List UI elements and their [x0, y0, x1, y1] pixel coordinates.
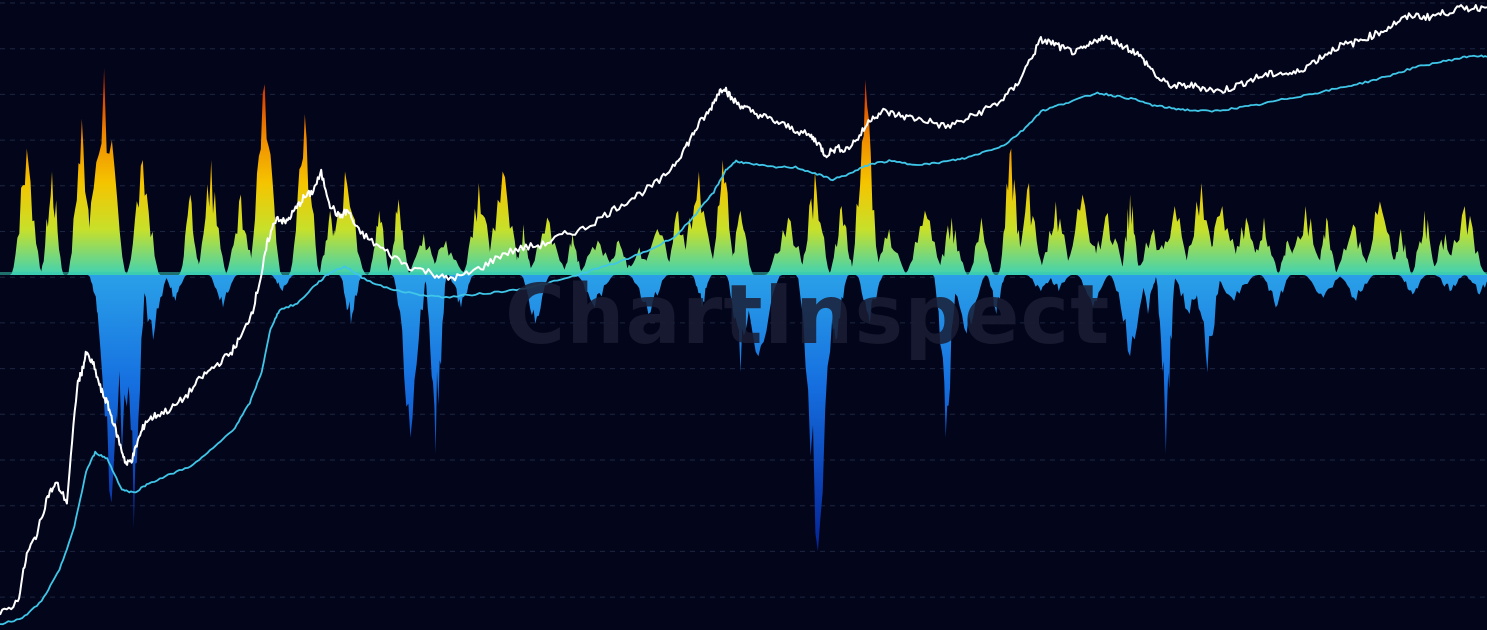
oscillator-trough-4: [136, 275, 170, 340]
oscillator-peak-19: [524, 217, 570, 275]
oscillator-peak-46: [1198, 206, 1246, 275]
oscillator-peak-31: [827, 206, 856, 275]
oscillator-trough-22: [946, 275, 988, 334]
oscillator-peak-20: [561, 233, 584, 275]
oscillator-trough-32: [1210, 275, 1259, 301]
oscillator-trough-37: [1433, 275, 1466, 292]
oscillator-peak-35: [934, 217, 969, 275]
oscillator-peak-26: [677, 171, 721, 275]
oscillator-peak-15: [423, 240, 469, 275]
oscillator-peak-17: [480, 171, 525, 275]
average-line: [0, 54, 1487, 626]
oscillator-trough-35: [1336, 275, 1376, 301]
oscillator-peak-4: [125, 160, 161, 275]
oscillator-peak-39: [1036, 201, 1075, 275]
oscillator-peak-53: [1358, 201, 1402, 275]
oscillator-trough-36: [1397, 275, 1428, 295]
oscillator-peak-30: [798, 171, 832, 275]
oscillator-peak-55: [1410, 210, 1439, 275]
oscillator-trough-28: [1137, 275, 1159, 314]
oscillator-trough-26: [1075, 275, 1110, 308]
oscillator-peak-33: [869, 229, 909, 275]
oscillator-trough-7: [270, 275, 295, 292]
oscillator-trough-25: [1045, 275, 1072, 292]
oscillator-trough-27: [1109, 275, 1151, 357]
oscillator-peak-32: [849, 79, 882, 275]
oscillator-peak-7: [224, 194, 258, 275]
oscillator-peak-41: [1085, 212, 1130, 275]
oscillator-peak-38: [1011, 183, 1047, 275]
oscillator-peak-51: [1314, 217, 1339, 275]
oscillator-trough-3: [120, 275, 148, 529]
oscillator-trough-17: [734, 275, 783, 357]
oscillator-trough-18: [795, 275, 840, 552]
oscillator-trough-13: [574, 275, 616, 308]
oscillator-peak-57: [1440, 206, 1487, 275]
oscillator-trough-6: [208, 275, 238, 308]
oscillator-peak-48: [1247, 217, 1281, 275]
oscillator-trough-38: [1463, 275, 1487, 295]
oscillator-peak-29: [764, 217, 812, 275]
oscillator-trough-9: [391, 275, 429, 438]
price-lines: [0, 4, 1487, 626]
oscillator-peak-13: [386, 199, 411, 275]
oscillator-trough-24: [1025, 275, 1057, 292]
oscillator-negative: [87, 275, 1487, 552]
oscillator-trough-11: [447, 275, 475, 308]
oscillator-trough-31: [1191, 275, 1224, 373]
oscillator-peak-6: [194, 160, 229, 275]
oscillator-trough-29: [1155, 275, 1177, 454]
oscillator-trough-33: [1260, 275, 1292, 308]
oscillator-peak-11: [322, 171, 368, 275]
oscillator-trough-10: [423, 275, 448, 454]
price-line: [0, 4, 1487, 616]
oscillator-trough-21: [933, 275, 959, 438]
oscillator-peak-52: [1332, 224, 1375, 275]
oscillator-peak-28: [727, 210, 754, 275]
oscillator-trough-34: [1302, 275, 1345, 298]
oscillator-peak-40: [1060, 194, 1105, 275]
oscillator-peak-9: [288, 114, 321, 275]
oscillator-peak-37: [997, 148, 1025, 275]
oscillator-positive: [0, 68, 1487, 275]
oscillator-peak-16: [460, 183, 497, 275]
oscillator-peak-14: [406, 233, 442, 275]
oscillator-trough-15: [691, 275, 713, 308]
oscillator-peak-42: [1119, 194, 1142, 275]
oscillator-trough-14: [627, 275, 669, 314]
oscillator-peak-27: [707, 160, 738, 275]
oscillator-peak-44: [1153, 206, 1197, 275]
oscillator-trough-8: [338, 275, 364, 324]
oscillator-peak-0: [9, 148, 44, 275]
oscillator-peak-50: [1282, 206, 1329, 275]
oscillator-peak-54: [1388, 229, 1414, 275]
oscillator-trough-19: [822, 275, 850, 340]
oscillator-trough-23: [985, 275, 1007, 314]
oscillator-peak-1: [39, 171, 65, 275]
oscillator-peak-34: [902, 210, 947, 275]
oscillator-peak-36: [967, 217, 996, 275]
oscillator-baseline: [0, 272, 1487, 275]
oscillator-trough-20: [855, 275, 885, 324]
oscillator-peak-12: [367, 210, 391, 275]
oscillator-peak-22: [603, 240, 634, 275]
oscillator-peak-5: [178, 194, 203, 275]
oscillator-trough-5: [163, 275, 188, 301]
oscillator-peak-3: [80, 68, 128, 275]
